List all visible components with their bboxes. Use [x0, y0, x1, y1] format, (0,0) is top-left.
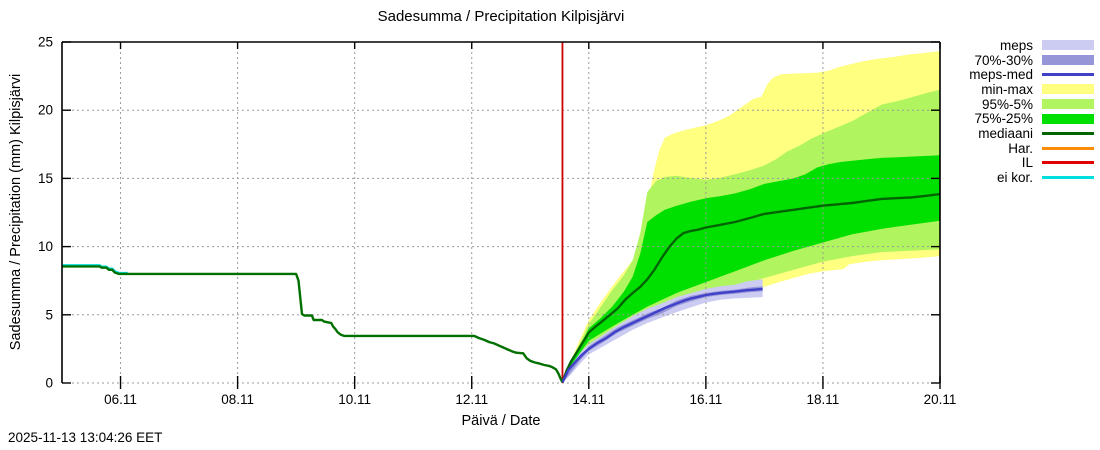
legend-label: meps [999, 37, 1033, 53]
x-axis-label: Päivä / Date [461, 413, 541, 429]
x-tick-label: 08.11 [221, 392, 254, 407]
x-tick-label: 06.11 [104, 392, 137, 407]
legend: meps 70%-30% meps-med min-max 95%-5% 75%-25% m… [969, 38, 1094, 185]
legend-label: 95%-5% [981, 96, 1033, 112]
legend-item-il: IL [969, 155, 1094, 171]
legend-item-70-30-: 70%-30% [969, 53, 1094, 68]
y-tick-label: 0 [45, 376, 53, 391]
generated-timestamp: 2025-11-13 13:04:26 EET [8, 430, 163, 445]
x-tick-label: 16.11 [689, 392, 722, 407]
x-tick-label: 12.11 [455, 392, 488, 407]
band-75%-25% [562, 155, 940, 383]
legend-label: min-max [981, 81, 1033, 97]
legend-item-95-5-: 95%-5% [969, 97, 1094, 112]
x-tick-label: 14.11 [572, 392, 605, 407]
legend-label: Har. [1008, 140, 1033, 156]
series-meps-med [561, 287, 763, 383]
legend-swatch-70-30- [1042, 55, 1094, 66]
legend-item-min-max: min-max [969, 82, 1094, 97]
legend-label: 70%-30% [974, 52, 1033, 68]
legend-label: IL [1021, 155, 1033, 171]
legend-swatch-75-25- [1042, 113, 1094, 124]
legend-label: mediaani [978, 125, 1033, 141]
legend-swatch-har- [1042, 146, 1094, 150]
legend-item-meps: meps [969, 38, 1094, 53]
series-mediaani-observed- [62, 265, 564, 383]
y-tick-label: 15 [38, 171, 53, 186]
legend-label: meps-med [969, 67, 1033, 83]
y-tick-label: 25 [38, 35, 53, 50]
legend-swatch-meps-med [1042, 73, 1094, 77]
y-tick-label: 5 [45, 307, 53, 322]
legend-item-meps-med: meps-med [969, 67, 1094, 82]
legend-swatch-mediaani [1042, 131, 1094, 135]
legend-swatch-min-max [1042, 84, 1094, 95]
series-mediaani-forecast- [561, 192, 941, 383]
y-tick-label: 10 [38, 239, 53, 254]
x-tick-label: 18.11 [807, 392, 840, 407]
legend-item-ei-kor-: ei kor. [969, 170, 1094, 185]
y-tick-label: 20 [38, 103, 53, 118]
legend-item-mediaani: mediaani [969, 126, 1094, 141]
legend-swatch-il [1042, 161, 1094, 165]
chart-title: Sadesumma / Precipitation Kilpisjärvi [377, 8, 625, 25]
legend-swatch-meps [1042, 40, 1094, 51]
legend-item-har-: Har. [969, 141, 1094, 156]
x-tick-label: 10.11 [338, 392, 371, 407]
legend-swatch-ei-kor- [1042, 176, 1094, 180]
legend-item-75-25-: 75%-25% [969, 111, 1094, 126]
legend-swatch-95-5- [1042, 99, 1094, 110]
legend-label: 75%-25% [974, 111, 1033, 127]
x-tick-label: 20.11 [924, 392, 957, 407]
legend-label: ei kor. [996, 170, 1033, 186]
